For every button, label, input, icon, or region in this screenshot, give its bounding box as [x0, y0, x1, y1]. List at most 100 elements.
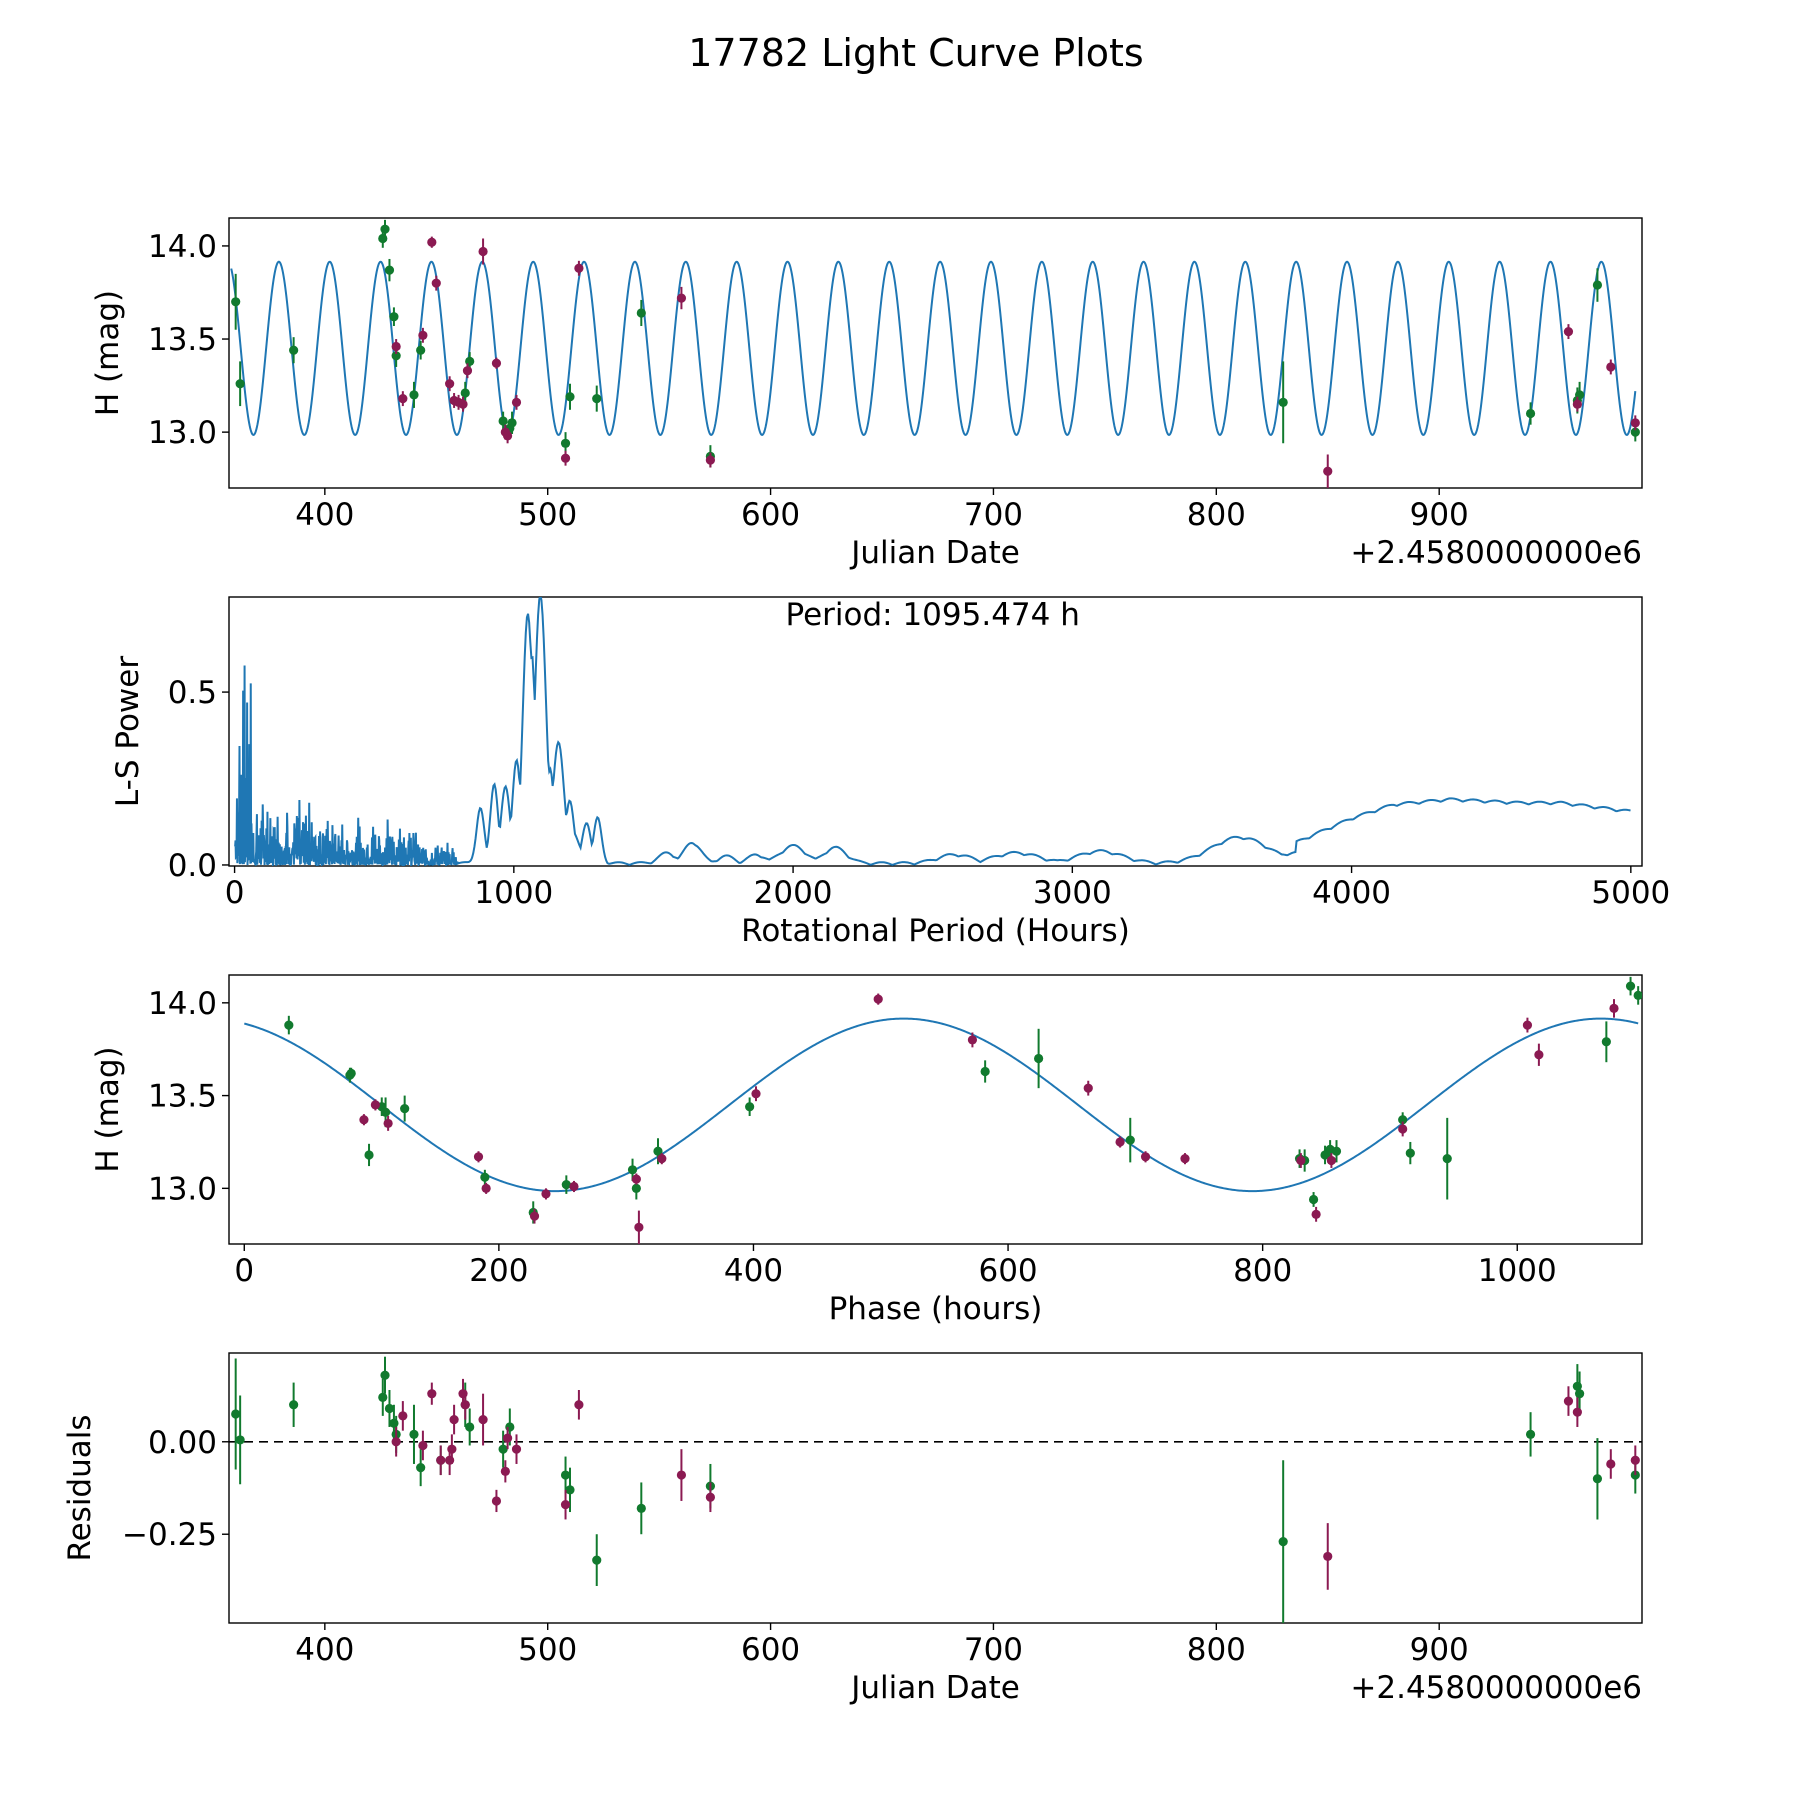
green-data-point	[391, 351, 401, 361]
green-data-point	[346, 1068, 356, 1078]
maroon-data-point	[1180, 1154, 1190, 1164]
maroon-data-point	[391, 341, 401, 352]
x-axis-label: Julian Date	[849, 535, 1020, 571]
green-data-point	[1125, 1135, 1135, 1145]
green-data-point	[1592, 280, 1603, 290]
green-data-point	[1398, 1115, 1408, 1125]
green-data-point	[592, 1555, 602, 1565]
green-data-point	[1405, 1148, 1415, 1158]
model-curve	[230, 260, 1637, 436]
green-data-point	[231, 1409, 241, 1419]
green-data-point	[1630, 427, 1640, 437]
maroon-data-point	[705, 455, 716, 465]
green-data-point	[416, 1463, 426, 1473]
x-tick-label: 4000	[1312, 875, 1391, 911]
maroon-data-point	[449, 1414, 459, 1425]
maroon-data-point	[1606, 362, 1616, 372]
green-data-point	[364, 1150, 374, 1160]
green-data-point	[409, 390, 419, 400]
green-data-point	[565, 1485, 575, 1495]
plot-frame	[228, 974, 1643, 1245]
green-data-point	[1525, 1429, 1536, 1439]
maroon-data-point	[967, 1035, 978, 1045]
axes-root: 400 500 600 700 800 900 13.0 13.5 14.0 Julian Dat…	[62, 217, 1670, 1706]
green-data-point	[1278, 397, 1288, 407]
green-data-point	[235, 379, 245, 389]
green-data-point	[1525, 408, 1536, 419]
maroon-data-point	[569, 1181, 579, 1192]
maroon-data-point	[560, 1500, 571, 1510]
green-data-point	[498, 1444, 508, 1454]
maroon-data-point	[1630, 1455, 1640, 1465]
x-tick-label: 1000	[474, 875, 553, 911]
maroon-data-point	[491, 1496, 502, 1506]
green-data-point	[289, 1400, 299, 1410]
green-data-point	[1601, 1037, 1611, 1047]
maroon-data-point	[1326, 1155, 1336, 1166]
y-tick-label: 14.0	[148, 229, 217, 265]
green-data-point	[653, 1146, 663, 1156]
y-axis-label: H (mag)	[90, 290, 126, 416]
x-tick-label: 3000	[1033, 875, 1112, 911]
green-data-point	[400, 1103, 410, 1114]
green-data-point	[560, 1470, 571, 1480]
x-offset-label: +2.4580000000e6	[1350, 535, 1642, 571]
green-data-point	[631, 1183, 641, 1193]
x-tick-label: 500	[518, 1632, 577, 1668]
maroon-data-point	[445, 379, 455, 389]
x-tick-label: 900	[1410, 497, 1469, 533]
x-tick-label: 1000	[1478, 1253, 1557, 1289]
maroon-data-point	[676, 293, 687, 303]
phased-model-curve	[244, 1017, 1639, 1193]
maroon-data-point	[511, 1444, 522, 1454]
y-axis-label: Residuals	[62, 1414, 98, 1561]
panel-periodogram: 0 1000 2000 3000 4000 5000 0.0 0.5 Rotational Pe…	[110, 596, 1670, 949]
maroon-data-point	[631, 1174, 641, 1184]
maroon-data-point	[1398, 1124, 1408, 1134]
y-axis-label: H (mag)	[90, 1046, 126, 1172]
maroon-data-point	[574, 263, 584, 273]
green-data-point	[284, 1020, 294, 1030]
maroon-data-point	[391, 1437, 401, 1447]
maroon-data-point	[478, 1414, 488, 1425]
maroon-data-point	[500, 1466, 510, 1476]
maroon-data-point	[502, 431, 513, 441]
maroon-data-point	[1522, 1020, 1533, 1030]
green-data-point	[465, 1422, 475, 1432]
x-tick-label: 700	[964, 1632, 1023, 1668]
maroon-data-point	[1115, 1137, 1125, 1147]
green-data-point	[460, 388, 470, 398]
green-data-point	[1633, 990, 1642, 1001]
x-tick-label: 0	[234, 1253, 254, 1289]
maroon-data-point	[462, 366, 473, 376]
green-data-point	[561, 1180, 571, 1190]
maroon-data-point	[431, 278, 441, 288]
x-tick-label: 800	[1233, 1253, 1292, 1289]
green-data-point	[560, 438, 571, 448]
maroon-data-point	[1563, 326, 1574, 337]
green-data-point	[380, 1107, 391, 1117]
x-axis-label: Julian Date	[849, 1670, 1020, 1706]
figure-title: 17782 Light Curve Plots	[688, 31, 1143, 75]
y-tick-label: 13.5	[148, 322, 217, 358]
maroon-data-point	[751, 1089, 761, 1099]
maroon-data-point	[398, 1411, 408, 1421]
x-tick-label: 700	[964, 497, 1023, 533]
maroon-data-point	[529, 1211, 540, 1221]
panel-phased: 0 200 400 600 800 1000 13.0 13.5 14.0 Phase (hour…	[90, 974, 1643, 1327]
maroon-data-point	[418, 1440, 428, 1451]
maroon-data-point	[1140, 1152, 1151, 1162]
maroon-data-point	[1083, 1083, 1093, 1093]
green-data-point	[980, 1066, 990, 1077]
green-data-point	[565, 392, 575, 402]
maroon-data-point	[1609, 1003, 1619, 1013]
y-tick-label: −0.25	[122, 1517, 217, 1553]
data-points	[284, 976, 1642, 1244]
maroon-data-point	[436, 1455, 446, 1465]
green-data-point	[1034, 1053, 1044, 1064]
maroon-data-point	[1630, 418, 1640, 428]
plot-frame	[228, 596, 1643, 867]
y-tick-label: 0.00	[148, 1425, 217, 1461]
green-data-point	[1278, 1537, 1288, 1547]
period-annotation: Period: 1095.474 h	[786, 597, 1080, 633]
